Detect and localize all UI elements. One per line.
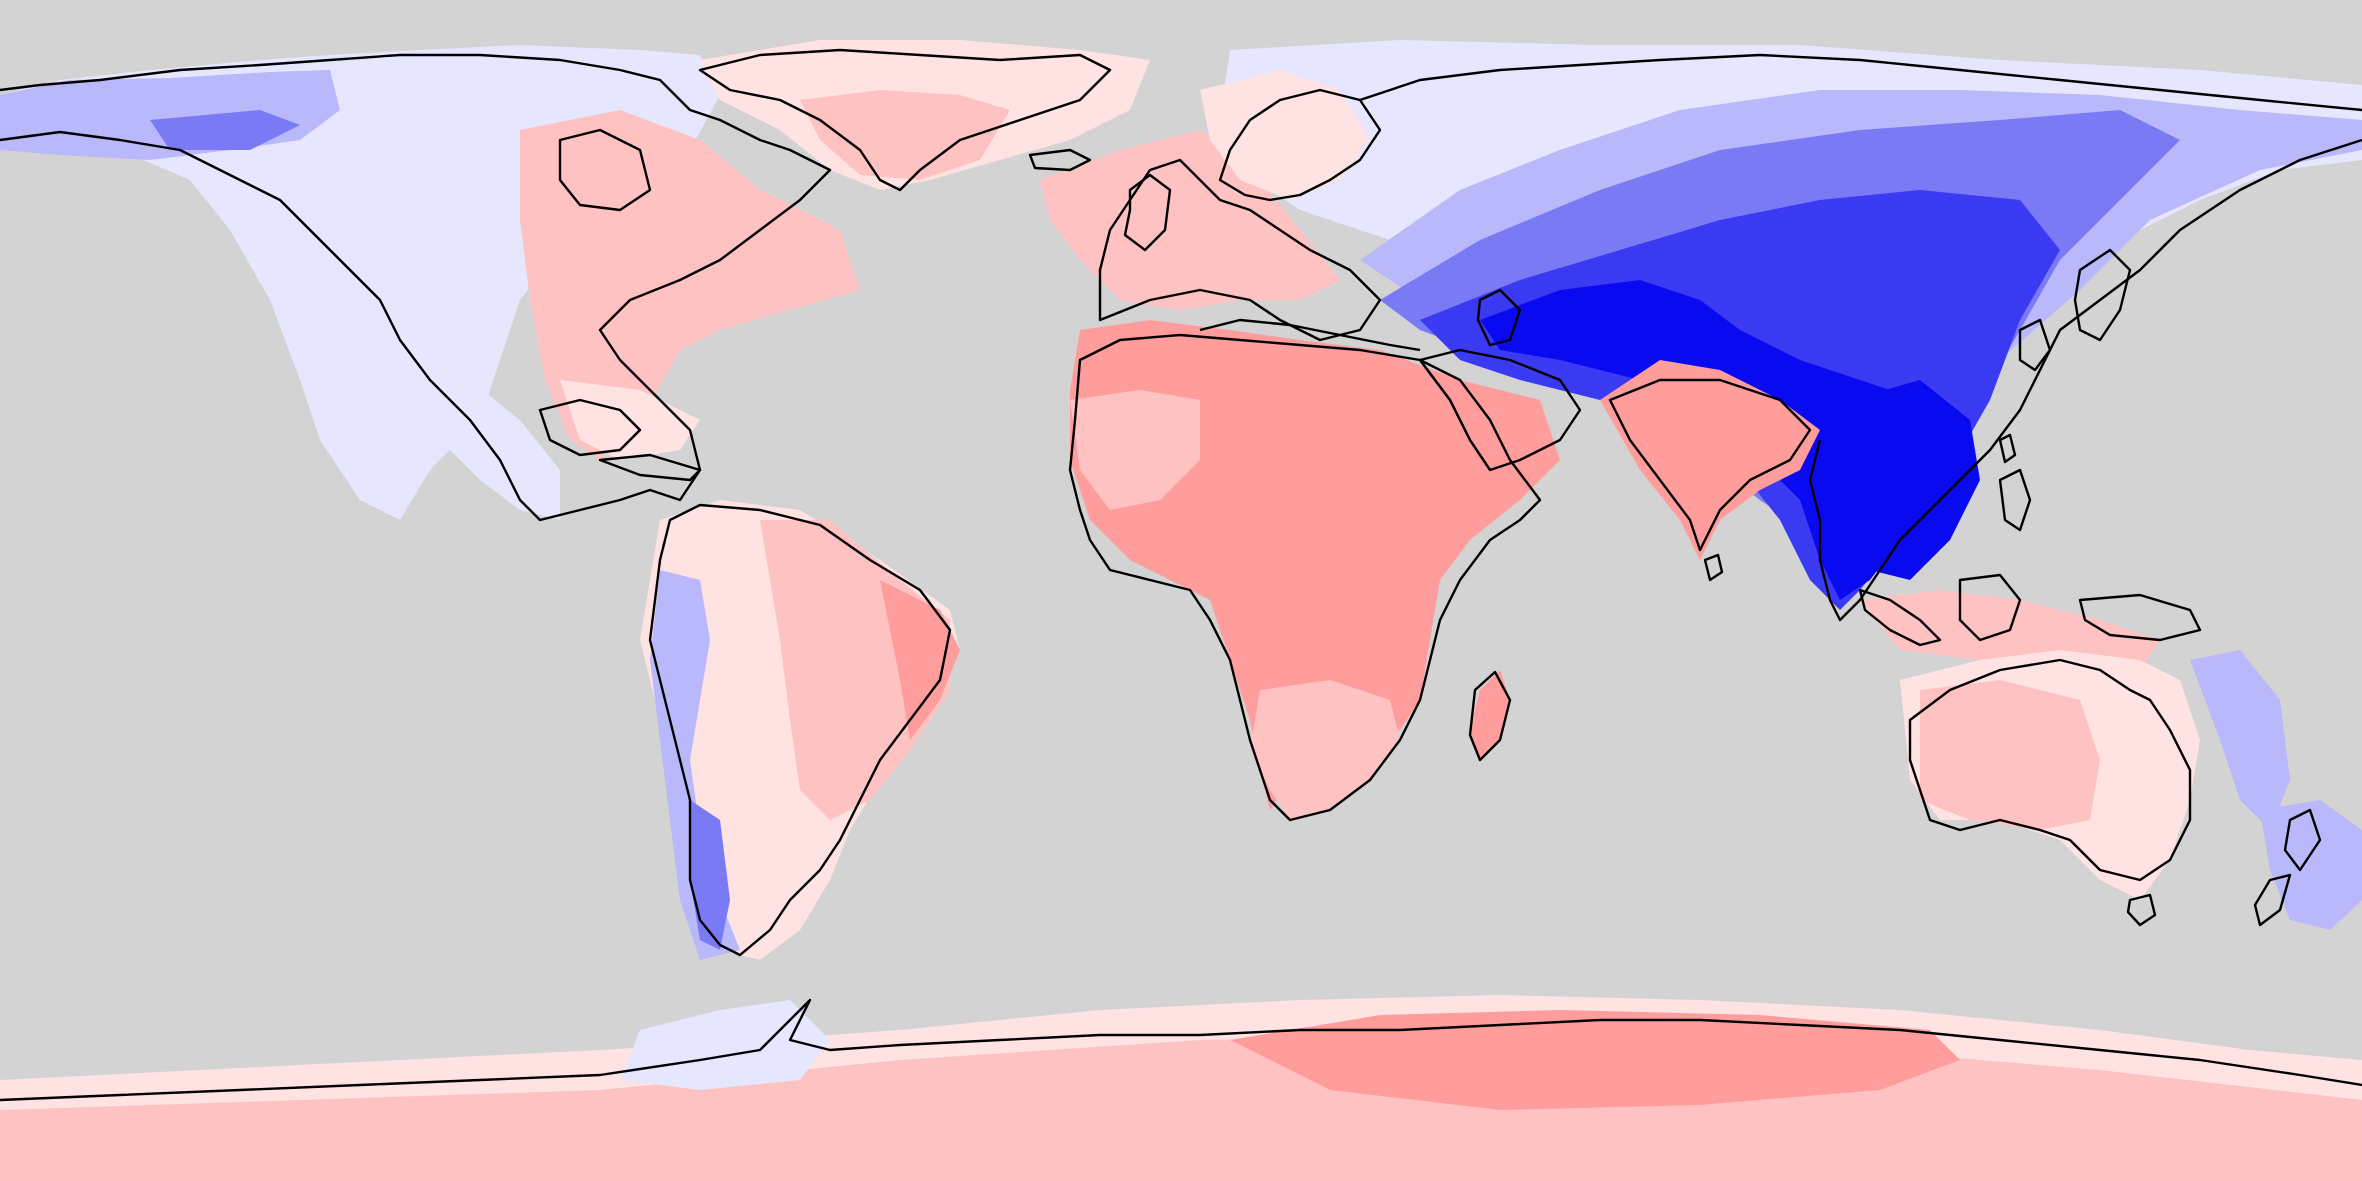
field-india-red [1600, 360, 1820, 560]
coastline-new-zealand [2253, 808, 2322, 927]
field-antarctica-red [1230, 1010, 1960, 1110]
coastline-australia [1908, 658, 2192, 882]
field-scandinavia-pale [1200, 70, 1370, 200]
coastline-north-america [0, 53, 832, 522]
field-greenland-red [800, 90, 1010, 180]
coastline-layer [0, 48, 2362, 1102]
field-east-australia-blue [2190, 650, 2290, 830]
coastline-madagascar [1468, 670, 1512, 762]
coastline-tasmania [2126, 893, 2157, 927]
field-mexico-pale [400, 360, 560, 520]
coastline-sri-lanka [1703, 553, 1724, 582]
coastline-antarctica [0, 998, 2362, 1102]
coastline-caspian [1476, 288, 1522, 347]
field-antarctic-peninsula-blue [620, 1000, 830, 1090]
coastline-africa [1068, 333, 1542, 822]
coastline-east-asia [1808, 138, 2362, 622]
coastline-japan [2073, 248, 2132, 342]
coastline-europe [1098, 158, 1382, 342]
coastline-cuba [598, 453, 702, 482]
field-chile-blue [690, 800, 730, 950]
coastline-hudson-bay [558, 128, 652, 212]
coastline-borneo [1958, 573, 2022, 642]
coastline-britain [1123, 173, 1172, 252]
coastline-south-america [648, 503, 952, 957]
coastline-arabia [1418, 348, 1582, 472]
field-north-america-red [520, 110, 860, 460]
shading-layer [0, 40, 2362, 1181]
coastline-new-guinea [2078, 593, 2202, 642]
field-canada-blue [150, 110, 300, 150]
coastline-taiwan [1998, 433, 2017, 464]
field-china-deep-blue [1850, 380, 1980, 580]
coastline-iceland [1028, 148, 1092, 172]
field-new-zealand-blue [2260, 800, 2362, 930]
coastline-scandinavia [1218, 88, 1382, 202]
coastline-gulf-mexico [538, 398, 642, 457]
field-sahel-light-red [1070, 390, 1200, 510]
coastline-korea [2018, 318, 2052, 372]
coastline-north-asia [1359, 53, 2362, 112]
field-asia-deep-blue [1480, 280, 1960, 600]
field-brazil-deep-red [880, 580, 960, 740]
field-europe-red [1040, 130, 1340, 310]
field-andes-blue [650, 570, 740, 960]
coastline-mediterranean [1199, 318, 1421, 352]
coastline-india [1608, 378, 1812, 552]
field-australia-red [1920, 680, 2100, 830]
coastline-greenland [698, 48, 1112, 192]
coastline-sumatra [1858, 588, 1942, 647]
coastline-philippines [1998, 468, 2032, 532]
